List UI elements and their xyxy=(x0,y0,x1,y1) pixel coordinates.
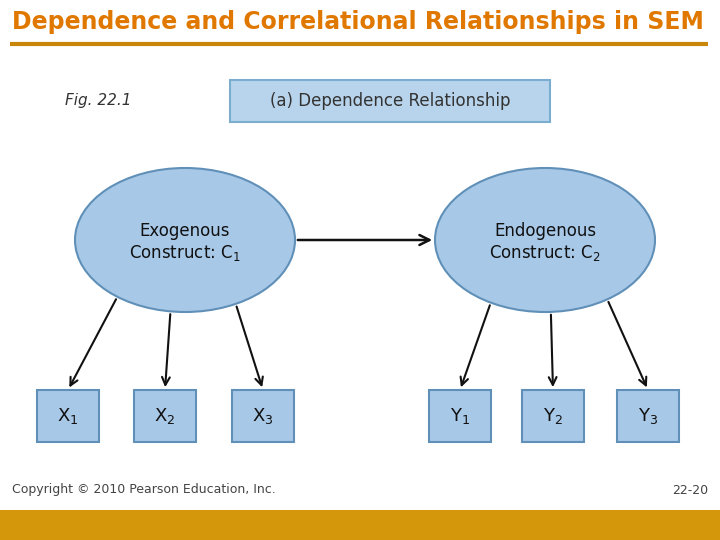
FancyBboxPatch shape xyxy=(37,390,99,442)
Text: $\mathregular{X_1}$: $\mathregular{X_1}$ xyxy=(58,406,78,426)
Text: Exogenous: Exogenous xyxy=(140,222,230,240)
FancyBboxPatch shape xyxy=(0,510,720,540)
Text: Construct: $\mathregular{C_1}$: Construct: $\mathregular{C_1}$ xyxy=(129,243,240,263)
Text: $\mathregular{X_3}$: $\mathregular{X_3}$ xyxy=(252,406,274,426)
Text: $\mathregular{Y_1}$: $\mathregular{Y_1}$ xyxy=(450,406,470,426)
Text: 22-20: 22-20 xyxy=(672,483,708,496)
FancyBboxPatch shape xyxy=(617,390,679,442)
Text: $\mathregular{X_2}$: $\mathregular{X_2}$ xyxy=(154,406,176,426)
Text: Copyright © 2010 Pearson Education, Inc.: Copyright © 2010 Pearson Education, Inc. xyxy=(12,483,276,496)
FancyBboxPatch shape xyxy=(429,390,491,442)
Text: Dependence and Correlational Relationships in SEM: Dependence and Correlational Relationshi… xyxy=(12,10,704,34)
FancyBboxPatch shape xyxy=(134,390,196,442)
Text: Fig. 22.1: Fig. 22.1 xyxy=(65,92,132,107)
Text: $\mathregular{Y_2}$: $\mathregular{Y_2}$ xyxy=(543,406,563,426)
Text: $\mathregular{Y_3}$: $\mathregular{Y_3}$ xyxy=(638,406,658,426)
FancyBboxPatch shape xyxy=(522,390,584,442)
Ellipse shape xyxy=(435,168,655,312)
Text: Construct: $\mathregular{C_2}$: Construct: $\mathregular{C_2}$ xyxy=(490,243,600,263)
Text: Endogenous: Endogenous xyxy=(494,222,596,240)
FancyBboxPatch shape xyxy=(232,390,294,442)
FancyBboxPatch shape xyxy=(230,80,550,122)
Text: (a) Dependence Relationship: (a) Dependence Relationship xyxy=(270,92,510,110)
Ellipse shape xyxy=(75,168,295,312)
